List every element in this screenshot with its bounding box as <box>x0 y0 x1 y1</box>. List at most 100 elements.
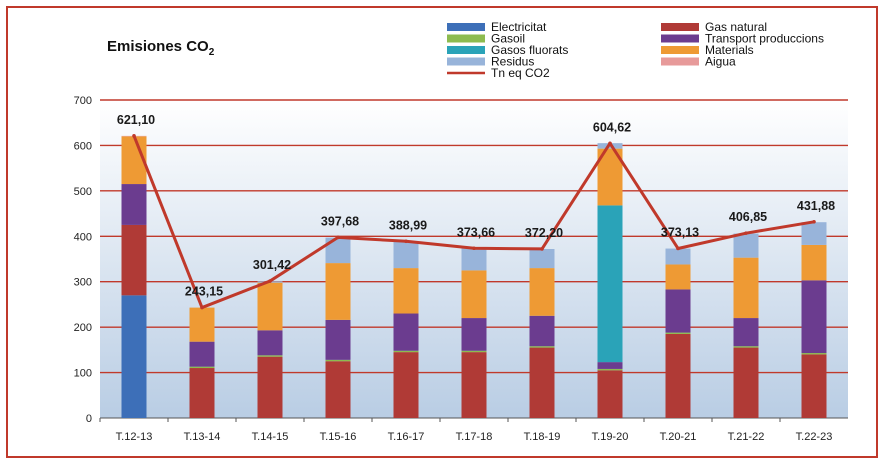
bar-segment-materials <box>733 257 759 319</box>
bar-segment-gas-natural <box>529 347 555 418</box>
y-tick-label: 0 <box>86 413 92 425</box>
bar-segment-transport-produccions <box>529 315 555 347</box>
legend-swatch <box>447 23 485 31</box>
x-tick-label: T.22-23 <box>796 431 833 443</box>
total-value-label: 243,15 <box>185 285 223 299</box>
bar-segment-transport-produccions <box>461 318 487 351</box>
legend-label: Materials <box>705 43 754 57</box>
bar-segment-gasoil <box>665 332 691 334</box>
y-tick-label: 600 <box>74 140 92 152</box>
bar-segment-materials <box>393 268 419 314</box>
bar-segment-gasoil <box>529 346 555 348</box>
bar-segment-gasoil <box>801 353 827 355</box>
bar-segment-gasoil <box>189 366 215 369</box>
legend-swatch <box>447 34 485 43</box>
total-value-label: 301,42 <box>253 258 291 272</box>
total-line-point <box>812 220 816 224</box>
legend-label: Gas natural <box>705 20 767 34</box>
x-tick-label: T.20-21 <box>660 431 697 443</box>
legend-swatch <box>447 46 485 54</box>
total-line-point <box>336 235 340 240</box>
bar-segment-materials <box>325 263 351 320</box>
total-line-point <box>404 239 408 244</box>
bar-segment-gas-natural <box>325 361 351 418</box>
legend-swatch <box>661 23 699 31</box>
chart-title-text: Emisiones CO <box>107 38 209 55</box>
legend-label: Residus <box>491 55 534 69</box>
bar-segment-residus <box>733 233 759 258</box>
legend-label: Gasoil <box>491 32 525 46</box>
bar-segment-residus <box>801 222 827 245</box>
bar-segment-transport-produccions <box>189 341 215 367</box>
bar-segment-gas-natural <box>189 368 215 418</box>
data-labels: 621,10 243,15 301,42 397,68 388,99 373,66 372,… <box>117 113 835 299</box>
y-tick-label: 300 <box>74 277 92 289</box>
bar-segment-gasoil <box>461 350 487 353</box>
chart-title-subscript: 2 <box>209 47 215 58</box>
total-line-point <box>540 247 544 251</box>
total-line-point <box>472 246 476 251</box>
total-line-point <box>200 305 204 310</box>
total-value-label: 373,66 <box>457 225 495 239</box>
legend-label: Gasos fluorats <box>491 43 568 57</box>
total-line-point <box>268 279 272 283</box>
total-value-label: 604,62 <box>593 120 631 134</box>
x-tick-label: T.12-13 <box>116 431 153 443</box>
y-axis: 0 100 200 300 400 500 600 700 <box>74 95 92 425</box>
legend-swatch <box>447 57 485 66</box>
y-tick-label: 700 <box>74 95 92 107</box>
bar-segment-gas-natural <box>393 352 419 418</box>
bar-segment-gasoil <box>597 368 623 371</box>
bar-segment-transport-produccions <box>121 184 147 225</box>
bar-segment-gas-natural <box>257 356 283 418</box>
total-value-label: 621,10 <box>117 113 155 127</box>
bar-segment-residus <box>665 248 691 265</box>
y-tick-label: 200 <box>74 322 92 334</box>
bar-segment-gasoil <box>325 359 351 362</box>
bar-segment-transport-produccions <box>665 289 691 333</box>
y-tick-label: 500 <box>74 186 92 198</box>
legend-swatch <box>661 46 699 54</box>
total-value-label: 397,68 <box>321 214 359 228</box>
legend-swatch <box>661 34 699 43</box>
y-tick-label: 100 <box>74 368 92 380</box>
x-tick-label: T.19-20 <box>592 431 629 443</box>
bar-segment-materials <box>529 268 555 316</box>
bar-segment-gas-natural <box>597 370 623 418</box>
bar-segment-gas-natural <box>665 333 691 418</box>
total-line-point <box>608 141 612 146</box>
x-tick-label: T.16-17 <box>388 431 425 443</box>
total-value-label: 406,85 <box>729 210 767 224</box>
total-line-point <box>676 246 680 251</box>
total-value-label: 388,99 <box>389 218 427 232</box>
bar-segment-transport-produccions <box>801 280 827 354</box>
x-tick-label: T.13-14 <box>184 431 221 443</box>
bar-segment-gasos-fluorats <box>597 205 623 363</box>
bar-segment-gas-natural <box>733 347 759 418</box>
bar-segment-gas-natural <box>121 224 147 296</box>
bar-segment-materials <box>801 244 827 281</box>
bar-segment-transport-produccions <box>597 362 623 369</box>
total-line-point <box>744 231 748 235</box>
bar-segment-gas-natural <box>801 354 827 418</box>
total-line-point <box>132 134 136 138</box>
legend-label: Tn eq CO2 <box>491 66 550 80</box>
bar-segment-transport-produccions <box>733 318 759 347</box>
bar-segment-residus <box>393 241 419 269</box>
total-value-label: 372,20 <box>525 226 563 240</box>
total-line <box>132 134 816 310</box>
bar-segment-transport-produccions <box>325 319 351 360</box>
x-tick-label: T.17-18 <box>456 431 493 443</box>
bar-segment-gasoil <box>393 350 419 353</box>
bar-segment-materials <box>665 264 691 290</box>
legend-swatch <box>661 57 699 66</box>
bar-segment-materials <box>189 307 215 342</box>
x-tick-label: T.21-22 <box>728 431 765 443</box>
bar-segment-residus <box>461 248 487 271</box>
bar-segment-transport-produccions <box>257 330 283 356</box>
bar-segment-gas-natural <box>461 352 487 418</box>
total-value-label: 373,13 <box>661 225 699 239</box>
bar-segment-residus <box>529 249 555 269</box>
